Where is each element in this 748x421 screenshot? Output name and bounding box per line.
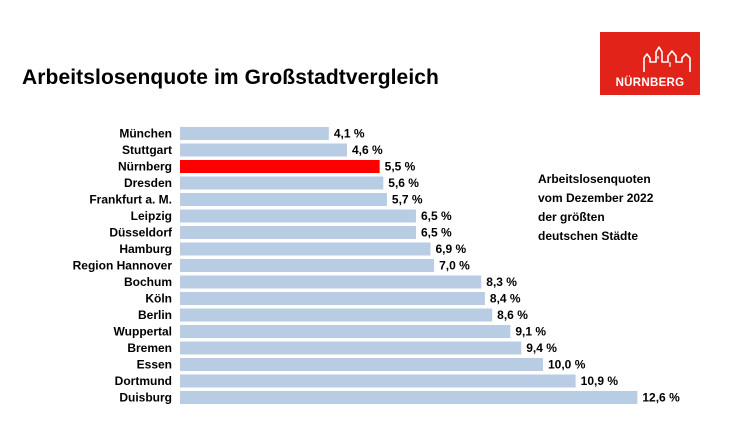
category-label-hamburg: Hamburg bbox=[119, 242, 172, 256]
bar-hamburg bbox=[180, 242, 431, 256]
category-label-region-hannover: Region Hannover bbox=[73, 259, 173, 273]
value-label-stuttgart: 4,6 % bbox=[352, 143, 383, 157]
value-label-muenchen: 4,1 % bbox=[334, 127, 365, 141]
value-label-dortmund: 10,9 % bbox=[581, 374, 619, 388]
annotation-line-3: der größten bbox=[538, 210, 605, 224]
category-label-frankfurt-a-m: Frankfurt a. M. bbox=[89, 193, 172, 207]
value-label-berlin: 8,6 % bbox=[497, 308, 528, 322]
bar-dortmund bbox=[180, 374, 576, 388]
category-label-essen: Essen bbox=[137, 358, 172, 372]
category-label-duisburg: Duisburg bbox=[119, 391, 172, 405]
bar-region-hannover bbox=[180, 259, 435, 272]
annotation-line-1: Arbeitslosenquoten bbox=[538, 172, 651, 186]
value-label-duisburg: 12,6 % bbox=[642, 391, 680, 405]
nuernberg-logo-graphic: NÜRNBERG bbox=[600, 32, 700, 95]
category-label-dresden: Dresden bbox=[124, 176, 172, 190]
annotation-line-2: vom Dezember 2022 bbox=[538, 191, 654, 205]
bar-muenchen bbox=[180, 127, 329, 140]
category-label-nuernberg: Nürnberg bbox=[118, 160, 172, 174]
bar-essen bbox=[180, 358, 543, 371]
bar-stuttgart bbox=[180, 143, 347, 157]
value-label-bremen: 9,4 % bbox=[526, 341, 557, 355]
castle-window-icon bbox=[657, 56, 671, 67]
value-label-koeln: 8,4 % bbox=[490, 292, 521, 306]
bar-bochum bbox=[180, 275, 482, 289]
value-label-wuppertal: 9,1 % bbox=[515, 325, 546, 339]
bar-leipzig bbox=[180, 209, 416, 223]
category-label-stuttgart: Stuttgart bbox=[122, 143, 172, 157]
bar-duesseldorf bbox=[180, 226, 416, 239]
bar-wuppertal bbox=[180, 325, 511, 338]
category-label-dortmund: Dortmund bbox=[115, 374, 172, 388]
page-title: Arbeitslosenquote im Großstadtvergleich bbox=[22, 66, 439, 89]
bar-koeln bbox=[180, 292, 485, 305]
value-label-bochum: 8,3 % bbox=[486, 275, 517, 289]
category-label-leipzig: Leipzig bbox=[131, 209, 172, 223]
castle-outline-icon bbox=[643, 46, 691, 72]
category-label-muenchen: München bbox=[119, 127, 172, 141]
value-label-frankfurt-a-m: 5,7 % bbox=[392, 193, 423, 207]
nuernberg-logo: NÜRNBERG bbox=[600, 32, 700, 95]
chart-annotation: Arbeitslosenquoten vom Dezember 2022 der… bbox=[538, 170, 698, 246]
value-label-essen: 10,0 % bbox=[548, 358, 586, 372]
value-label-nuernberg: 5,5 % bbox=[385, 160, 416, 174]
value-label-hamburg: 6,9 % bbox=[435, 242, 466, 256]
bar-berlin bbox=[180, 308, 493, 322]
value-label-dresden: 5,6 % bbox=[388, 176, 419, 190]
value-label-duesseldorf: 6,5 % bbox=[421, 226, 452, 240]
bar-dresden bbox=[180, 176, 384, 190]
category-label-bochum: Bochum bbox=[124, 275, 172, 289]
category-label-berlin: Berlin bbox=[138, 308, 172, 322]
logo-text: NÜRNBERG bbox=[616, 76, 685, 89]
category-label-bremen: Bremen bbox=[127, 341, 172, 355]
value-label-leipzig: 6,5 % bbox=[421, 209, 452, 223]
bar-duisburg bbox=[180, 391, 638, 404]
bar-frankfurt-a-m bbox=[180, 193, 387, 206]
bar-bremen bbox=[180, 341, 522, 355]
category-label-koeln: Köln bbox=[145, 292, 172, 306]
logo-background bbox=[600, 32, 700, 95]
value-label-region-hannover: 7,0 % bbox=[439, 259, 470, 273]
bar-nuernberg bbox=[180, 160, 380, 173]
category-label-wuppertal: Wuppertal bbox=[114, 325, 172, 339]
annotation-line-4: deutschen Städte bbox=[538, 229, 639, 243]
category-label-duesseldorf: Düsseldorf bbox=[109, 226, 173, 240]
